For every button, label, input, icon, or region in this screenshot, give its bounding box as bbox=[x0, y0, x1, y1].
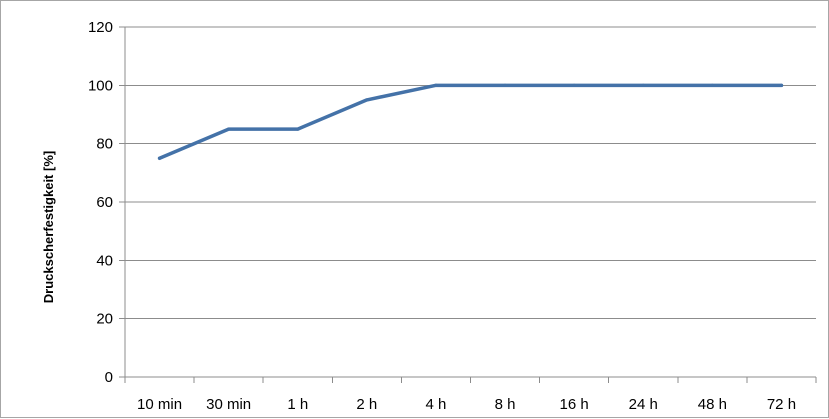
y-tick-label: 60 bbox=[96, 194, 113, 211]
x-tick-labels: 10 min 30 min 1 h 2 h 4 h 8 h 16 h 24 h 48 h 72 h bbox=[137, 396, 796, 413]
y-tick-label: 40 bbox=[96, 252, 113, 269]
data-point bbox=[572, 83, 576, 87]
x-tick-label: 2 h bbox=[356, 396, 377, 413]
x-tick-label: 30 min bbox=[206, 396, 251, 413]
x-tick-label: 4 h bbox=[426, 396, 447, 413]
series-line bbox=[157, 83, 784, 160]
gridlines bbox=[119, 26, 816, 378]
y-tick-label: 120 bbox=[88, 19, 113, 36]
data-point bbox=[641, 83, 645, 87]
data-point bbox=[710, 83, 714, 87]
y-tick-label: 20 bbox=[96, 311, 113, 328]
y-tick-label: 100 bbox=[88, 77, 113, 94]
x-tick-label: 48 h bbox=[698, 396, 727, 413]
x-tick-label: 8 h bbox=[495, 396, 516, 413]
x-tick-label: 24 h bbox=[629, 396, 658, 413]
data-point bbox=[779, 83, 784, 87]
y-tick-labels: 0 20 40 60 80 100 120 bbox=[88, 19, 113, 386]
y-axis-title: Druckscherfestigkeit [%] bbox=[41, 151, 56, 303]
y-tick-label: 0 bbox=[105, 369, 113, 386]
data-point bbox=[503, 83, 507, 87]
data-point bbox=[434, 83, 438, 87]
x-tick-label: 16 h bbox=[560, 396, 589, 413]
data-point bbox=[296, 127, 300, 131]
x-tick-label: 72 h bbox=[767, 396, 796, 413]
y-tick-label: 80 bbox=[96, 136, 113, 153]
data-point bbox=[227, 127, 231, 131]
series bbox=[157, 83, 784, 160]
x-tick-label: 10 min bbox=[137, 396, 182, 413]
data-point bbox=[365, 98, 369, 102]
x-tick-label: 1 h bbox=[287, 396, 308, 413]
data-point bbox=[157, 156, 162, 160]
axes bbox=[124, 27, 817, 383]
